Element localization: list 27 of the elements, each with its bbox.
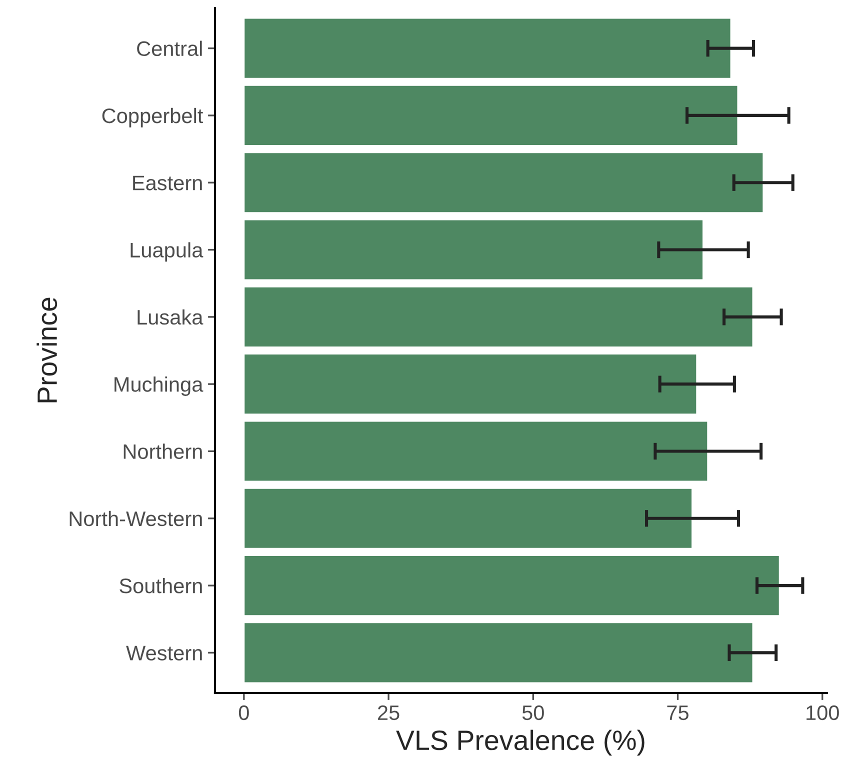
x-tick-label: 75: [667, 706, 688, 720]
y-axis-title: Province: [36, 298, 58, 402]
bar: [243, 353, 698, 415]
y-tick-label: Muchinga: [114, 376, 204, 396]
bar: [243, 286, 754, 348]
bar: [243, 152, 764, 214]
y-tick-label: Luapula: [130, 242, 204, 262]
x-tick-label: 50: [522, 705, 544, 720]
bar: [243, 17, 732, 80]
bar: [243, 420, 709, 482]
bar: [243, 218, 704, 281]
y-tick-label: North-Western: [70, 510, 202, 526]
y-tick-label: Copperbelt: [102, 108, 204, 128]
bar: [243, 84, 739, 146]
y-tick-label: Central: [137, 40, 202, 56]
x-tick-label: 25: [378, 705, 400, 720]
y-tick-label: Northern: [124, 444, 202, 459]
bar: [243, 554, 780, 616]
y-tick-label: Western: [126, 646, 202, 660]
x-axis-title: VLS Prevalence (%): [396, 730, 644, 756]
y-tick-label: Lusaka: [138, 309, 204, 325]
x-tick-label: 100: [806, 705, 839, 720]
y-tick-label: Southern: [120, 578, 202, 594]
x-tick-label: 0: [238, 705, 249, 720]
y-tick-label: Eastern: [133, 176, 202, 190]
bar: [243, 622, 754, 684]
bar: [243, 487, 693, 550]
